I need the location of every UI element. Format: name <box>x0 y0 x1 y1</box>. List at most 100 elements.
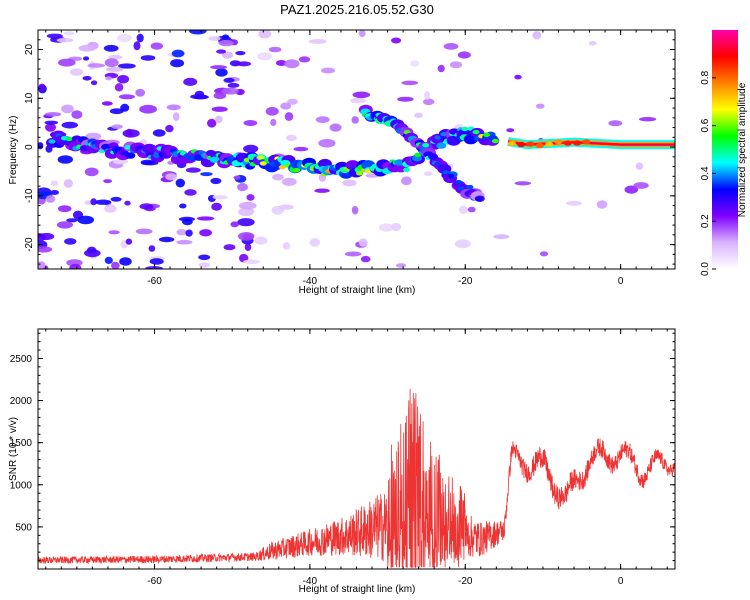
noise-blob <box>198 262 210 268</box>
noise-blob <box>314 188 330 193</box>
x-tick-label: -40 <box>303 276 318 287</box>
noise-blob <box>268 46 282 53</box>
noise-blob <box>378 223 394 232</box>
x-tick-label: 0 <box>618 576 624 587</box>
noise-blob <box>119 257 132 266</box>
noise-blob <box>94 199 112 205</box>
y-tick-label: 20 <box>24 44 35 56</box>
noise-blob <box>114 83 124 92</box>
noise-blob <box>56 38 74 43</box>
spectral-blob <box>483 132 491 137</box>
noise-blob <box>458 205 468 214</box>
noise-blob <box>173 112 180 121</box>
noise-blob <box>139 203 154 210</box>
noise-blob <box>83 56 90 61</box>
noise-blob <box>78 44 96 52</box>
noise-blob <box>38 142 44 150</box>
noise-blob <box>308 39 327 44</box>
noise-blob <box>38 246 53 253</box>
noise-blob <box>57 155 73 164</box>
noise-blob <box>90 198 97 206</box>
y-tick-label: -20 <box>24 237 35 252</box>
spectral-blob <box>507 140 516 147</box>
noise-blob <box>227 82 240 88</box>
noise-blob <box>215 68 228 77</box>
noise-blob <box>64 238 77 245</box>
spectral-blob <box>257 155 265 160</box>
noise-blob <box>199 229 213 237</box>
spectral-blob <box>491 138 499 144</box>
spectrogram-x-axis-label: Height of straight line (km) <box>299 285 416 296</box>
y-tick-label: 0 <box>24 144 35 150</box>
noise-blob <box>66 218 78 223</box>
noise-blob <box>111 261 120 269</box>
y-tick-label: 500 <box>15 522 32 533</box>
noise-blob <box>50 190 59 195</box>
colorbar-tick-label: 0.4 <box>700 166 711 180</box>
noise-blob <box>145 266 163 269</box>
noise-blob <box>58 58 76 67</box>
noise-blob <box>103 44 119 52</box>
spectral-blob <box>472 129 480 135</box>
noise-blob <box>358 30 366 38</box>
noise-blob <box>170 59 185 68</box>
noise-blob <box>210 177 222 185</box>
spectral-blob <box>563 140 572 146</box>
spectral-blob <box>457 186 465 191</box>
noise-blob <box>38 261 46 269</box>
spectrogram-panel: -60 -40 -20 0 -20 -10 0 10 20 Height of straigh… <box>8 29 676 296</box>
snr-x-axis-label: Height of straight line (km) <box>299 584 416 595</box>
noise-blob <box>639 117 657 122</box>
noise-blob <box>244 243 252 252</box>
colorbar-tick-label: 0.0 <box>700 262 711 276</box>
spectral-blob <box>428 153 439 160</box>
noise-blob <box>588 41 597 46</box>
noise-blob <box>624 185 639 194</box>
x-tick-label: -40 <box>303 576 318 587</box>
noise-blob <box>140 159 155 165</box>
noise-blob <box>118 63 136 69</box>
noise-blob <box>82 76 92 81</box>
noise-blob <box>211 106 228 112</box>
snr-y-ticks: 500 1000 1500 2000 2500 <box>10 332 675 562</box>
noise-blob <box>216 49 227 54</box>
x-tick-label: 0 <box>618 276 624 287</box>
noise-blob <box>166 104 181 111</box>
noise-blob <box>84 249 101 258</box>
spectrogram-heatmap <box>38 30 675 269</box>
noise-blob <box>101 101 113 106</box>
noise-blob <box>235 51 246 56</box>
noise-blob <box>104 58 119 68</box>
noise-blob <box>254 236 268 245</box>
noise-blob <box>56 221 73 229</box>
noise-blob <box>125 238 133 245</box>
noise-blob <box>185 229 193 237</box>
noise-blob <box>321 67 335 74</box>
snr-panel: -60 -40 -20 0 500 1000 1500 2000 2500 Height of… <box>8 328 676 595</box>
y-tick-label: 2000 <box>10 396 33 407</box>
noise-blob <box>44 120 59 125</box>
noise-blob <box>351 205 359 215</box>
y-tick-label: 2500 <box>10 354 33 365</box>
spectral-blob <box>455 180 463 185</box>
noise-blob <box>342 179 357 187</box>
noise-blob <box>69 263 82 269</box>
noise-blob <box>57 205 72 213</box>
noise-blob <box>212 195 228 200</box>
noise-blob <box>63 179 73 188</box>
noise-blob <box>198 254 211 261</box>
spectral-blob <box>554 139 563 145</box>
spectral-blob <box>573 140 582 146</box>
noise-blob <box>467 206 476 213</box>
spectral-blob <box>422 143 430 148</box>
noise-blob <box>69 68 84 76</box>
noise-blob <box>140 55 156 61</box>
spectral-blob <box>48 139 56 144</box>
y-tick-label: 1500 <box>10 438 33 449</box>
noise-blob <box>514 181 532 186</box>
spectral-blob <box>582 139 591 145</box>
spectral-blob <box>475 196 483 202</box>
noise-blob <box>243 120 258 126</box>
noise-blob <box>176 229 187 236</box>
